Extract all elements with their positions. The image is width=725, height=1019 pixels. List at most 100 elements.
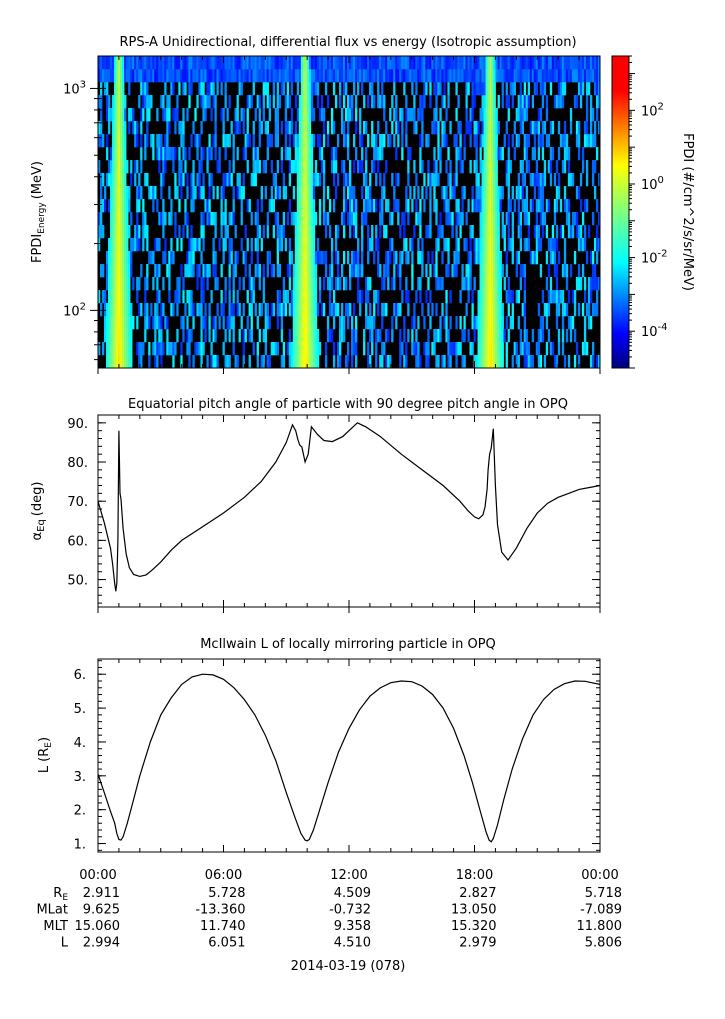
spectrogram-cell — [228, 355, 231, 368]
spectrogram-cell — [130, 316, 133, 330]
spectrogram-cell — [308, 147, 312, 161]
spectrogram-cell — [318, 69, 322, 83]
spectrogram-cell — [310, 277, 314, 291]
spectrogram-cell — [381, 277, 384, 291]
spectrogram-cell — [405, 121, 408, 135]
spectrogram-cell — [383, 264, 386, 278]
spectrogram-cell — [529, 56, 533, 70]
spectrogram-cell — [284, 69, 288, 83]
spectrogram-cell — [202, 225, 205, 239]
spectrogram-cell — [501, 225, 504, 239]
spectrogram-cell — [342, 225, 346, 239]
spectrogram-cell — [246, 316, 249, 330]
spectrogram-cell — [216, 277, 219, 291]
spectrogram-cell — [244, 69, 247, 83]
spectrogram-cell — [344, 355, 348, 368]
spectrogram-cell — [316, 355, 320, 368]
spectrogram-cell — [451, 56, 454, 70]
spectrogram-cell — [254, 173, 257, 187]
spectrogram-cell — [359, 121, 362, 135]
spectrogram-cell — [397, 134, 400, 148]
spectrogram-cell — [355, 342, 358, 356]
spectrogram-cell — [334, 238, 338, 252]
spectrogram-cell — [218, 56, 221, 70]
spectrogram-cell — [445, 160, 448, 174]
spectrogram-cell — [156, 147, 159, 161]
spectrogram-cell — [100, 108, 103, 122]
spectrogram-cell — [573, 251, 577, 265]
spectrogram-cell — [346, 108, 350, 122]
spectrogram-cell — [489, 160, 492, 174]
spectrogram-cell — [128, 342, 131, 356]
spectrogram-cell — [567, 69, 571, 83]
spectrogram-cell — [455, 134, 458, 148]
spectrogram-cell — [387, 277, 390, 291]
spectrogram-cell — [525, 186, 529, 200]
spectrogram-cell — [180, 173, 183, 187]
spectrogram-cell — [176, 56, 179, 70]
spectrogram-cell — [463, 277, 466, 291]
spectrogram-cell — [547, 329, 551, 343]
spectrogram-cell — [282, 82, 286, 96]
spectrogram-cell — [112, 69, 115, 83]
spectrogram-cell — [304, 108, 308, 122]
spectrogram-cell — [443, 199, 446, 213]
spectrogram-cell — [206, 56, 209, 70]
spectrogram-cell — [357, 264, 360, 278]
spectrogram-cell — [393, 108, 396, 122]
spectrogram-cell — [459, 160, 462, 174]
spectrogram-cell — [555, 355, 559, 368]
spectrogram-cell — [577, 186, 581, 200]
spectrogram-cell — [242, 186, 245, 200]
spectrogram-cell — [365, 173, 368, 187]
spectrogram-cell — [381, 69, 384, 83]
spectrogram-cell — [216, 69, 219, 83]
spectrogram-cell — [377, 264, 380, 278]
spectrogram-cell — [513, 147, 516, 161]
spectrogram-cell — [477, 186, 480, 200]
spectrogram-cell — [485, 108, 488, 122]
spectrogram-cell — [270, 69, 273, 83]
spectrogram-cell — [182, 82, 185, 96]
spectrogram-cell — [379, 212, 382, 226]
spectrogram-cell — [290, 342, 294, 356]
spectrogram-cell — [493, 290, 496, 304]
spectrogram-cell — [373, 56, 376, 70]
spectrogram-cell — [192, 173, 195, 187]
spectrogram-cell — [569, 173, 573, 187]
spectrogram-cell — [182, 69, 185, 83]
spectrogram-cell — [256, 95, 259, 109]
spectrogram-cell — [585, 173, 589, 187]
spectrogram-cell — [160, 316, 163, 330]
spectrogram-cell — [491, 82, 494, 96]
spectrogram-cell — [517, 316, 520, 330]
spectrogram-cell — [485, 147, 488, 161]
spectrogram-cell — [357, 251, 360, 265]
spectrogram-cell — [519, 95, 522, 109]
spectrogram-cell — [491, 264, 494, 278]
spectrogram-cell — [415, 199, 418, 213]
spectrogram-cell — [565, 69, 569, 83]
spectrogram-cell — [334, 147, 338, 161]
spectrogram-cell — [142, 56, 145, 70]
spectrogram-cell — [146, 238, 149, 252]
spectrogram-cell — [172, 69, 175, 83]
spectrogram-cell — [419, 56, 422, 70]
spectrogram-cell — [276, 303, 280, 317]
spectrogram-cell — [381, 56, 384, 70]
spectrogram-cell — [308, 69, 312, 83]
spectrogram-cell — [316, 134, 320, 148]
spectrogram-cell — [485, 56, 488, 70]
spectrogram-cell — [351, 329, 354, 343]
spectrogram-cell — [349, 108, 352, 122]
spectrogram-cell — [519, 238, 522, 252]
spectrogram-cell — [569, 225, 573, 239]
spectrogram-cell — [481, 238, 484, 252]
spectrogram-cell — [300, 316, 304, 330]
spectrogram-cell — [274, 56, 278, 70]
spectrogram-cell — [377, 238, 380, 252]
spectrogram-cell — [507, 56, 510, 70]
spectrogram-cell — [294, 277, 298, 291]
spectrogram-cell — [108, 108, 111, 122]
spectrogram-cell — [379, 95, 382, 109]
